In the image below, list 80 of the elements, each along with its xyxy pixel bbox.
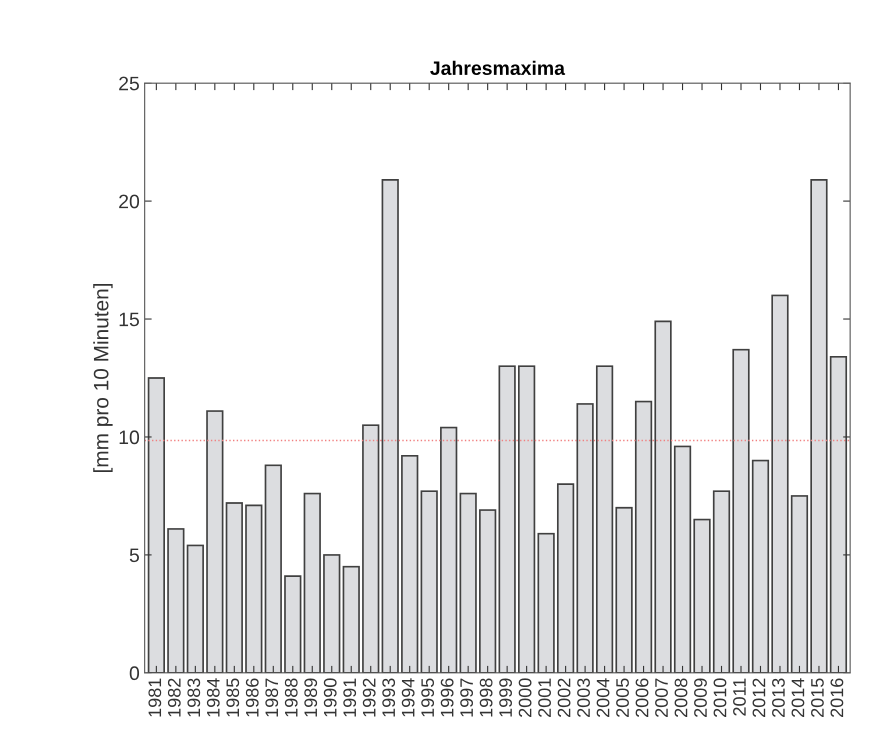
bar: [518, 365, 536, 673]
x-tick-label: 1992: [362, 678, 376, 716]
bar: [420, 490, 438, 673]
x-tick-label: 1998: [480, 678, 493, 716]
bar: [712, 490, 730, 673]
y-tick-label: 15: [120, 312, 139, 326]
y-axis-title: [mm pro 10 Minuten]: [93, 284, 113, 472]
x-tick-label: 2012: [752, 678, 766, 717]
bar: [284, 575, 302, 673]
chart-title: Jahresmaxima: [430, 60, 566, 76]
bar: [596, 365, 614, 673]
bar: [148, 377, 165, 673]
bar: [167, 528, 184, 673]
x-tick-label: 2014: [792, 678, 804, 717]
x-tick-label: 2009: [694, 678, 707, 717]
bar: [732, 348, 750, 673]
x-tick-label: 1995: [421, 678, 434, 716]
y-tick-label: 25: [119, 76, 139, 90]
x-tick-label: 1993: [382, 678, 396, 716]
x-tick-label: 2016: [830, 678, 844, 717]
bar: [556, 483, 574, 673]
bar: [576, 403, 594, 673]
bar: [634, 400, 652, 673]
bar: [245, 504, 262, 673]
x-tick-label: 2004: [596, 678, 610, 717]
bar: [226, 502, 243, 673]
x-tick-label: 2003: [577, 678, 590, 717]
bar: [304, 492, 321, 673]
x-tick-label: 2001: [538, 678, 551, 717]
bar: [401, 455, 418, 673]
y-tick-label: 5: [130, 548, 139, 562]
x-tick-label: 1996: [440, 678, 454, 716]
bar: [186, 544, 204, 673]
bar: [752, 460, 770, 673]
x-tick-label: 2006: [636, 678, 648, 717]
bar: [382, 179, 399, 673]
bar: [323, 554, 340, 673]
x-tick-label: 1997: [460, 678, 474, 716]
x-tick-label: 2005: [616, 678, 629, 717]
x-tick-label: 2008: [674, 678, 688, 717]
bar: [440, 426, 458, 673]
bar: [206, 410, 224, 673]
x-tick-label: 2013: [772, 678, 785, 717]
bar: [810, 179, 828, 673]
bar: [537, 532, 555, 673]
x-tick-label: 1988: [284, 678, 298, 716]
x-tick-label: 1989: [304, 678, 318, 716]
x-tick-label: 1985: [226, 678, 240, 716]
x-tick-label: 2010: [714, 678, 726, 717]
x-tick-label: 2007: [655, 678, 668, 717]
x-tick-label: 1983: [187, 678, 200, 716]
bar: [342, 566, 360, 673]
x-tick-label: 1987: [265, 678, 278, 716]
x-tick-label: 1990: [324, 678, 337, 716]
x-tick-label: 1999: [499, 678, 512, 716]
x-tick-label: 1994: [402, 678, 415, 716]
bar: [790, 495, 808, 673]
x-tick-label: 2000: [518, 678, 532, 717]
x-tick-label: 1981: [148, 678, 162, 716]
y-tick-label: 20: [119, 194, 140, 208]
bar: [264, 464, 282, 673]
x-tick-label: 1982: [168, 678, 181, 716]
x-tick-label: 2011: [733, 678, 746, 716]
bar: [654, 320, 672, 673]
bar: [498, 365, 516, 673]
bar: [479, 509, 496, 673]
bar: [362, 424, 380, 673]
bar: [830, 356, 848, 673]
bar: [674, 446, 692, 673]
bar: [771, 294, 789, 673]
bar: [460, 492, 477, 673]
y-tick-label: 0: [130, 666, 140, 680]
bar: [693, 518, 711, 673]
x-tick-label: 1984: [206, 678, 220, 716]
x-tick-label: 2015: [811, 678, 824, 717]
x-tick-label: 1991: [343, 678, 356, 716]
x-tick-label: 2002: [558, 678, 570, 717]
x-tick-label: 1986: [246, 678, 259, 716]
bar: [615, 506, 633, 673]
y-tick-label: 10: [120, 430, 140, 444]
